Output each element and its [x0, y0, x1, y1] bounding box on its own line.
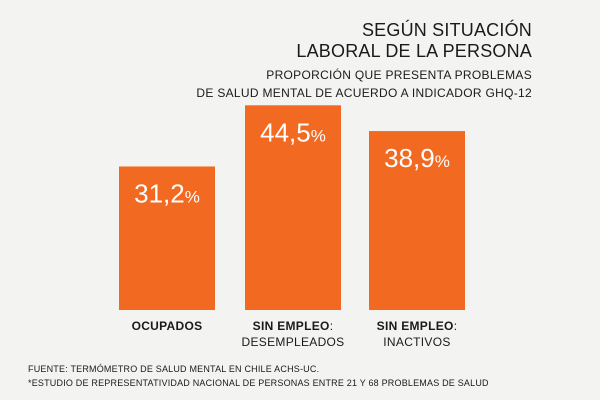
bar-3: [369, 131, 465, 310]
chart-subtitle-line-2: DE SALUD MENTAL DE ACUERDO A INDICADOR G…: [196, 86, 532, 100]
bar-1: [119, 166, 215, 310]
footer-note: *ESTUDIO DE REPRESENTATIVIDAD NACIONAL D…: [28, 378, 489, 388]
bar-value-label-2: 44,5%: [260, 117, 326, 147]
category-label-1: OCUPADOS: [131, 319, 203, 333]
chart-subtitle-line-1: PROPORCIÓN QUE PRESENTA PROBLEMAS: [266, 68, 532, 82]
chart-title-line-2: LABORAL DE LA PERSONA: [296, 41, 532, 61]
chart-title-line-1: SEGÚN SITUACIÓN: [361, 20, 532, 40]
bar-value-label-1: 31,2%: [134, 178, 200, 208]
category-label-3: SIN EMPLEO: INACTIVOS: [376, 319, 458, 349]
footer-source: FUENTE: TERMÓMETRO DE SALUD MENTAL EN CH…: [28, 364, 320, 374]
category-label-2: SIN EMPLEO: DESEMPLEADOS: [241, 319, 345, 349]
bar-value-label-3: 38,9%: [384, 143, 450, 173]
bar-2: [245, 105, 341, 310]
